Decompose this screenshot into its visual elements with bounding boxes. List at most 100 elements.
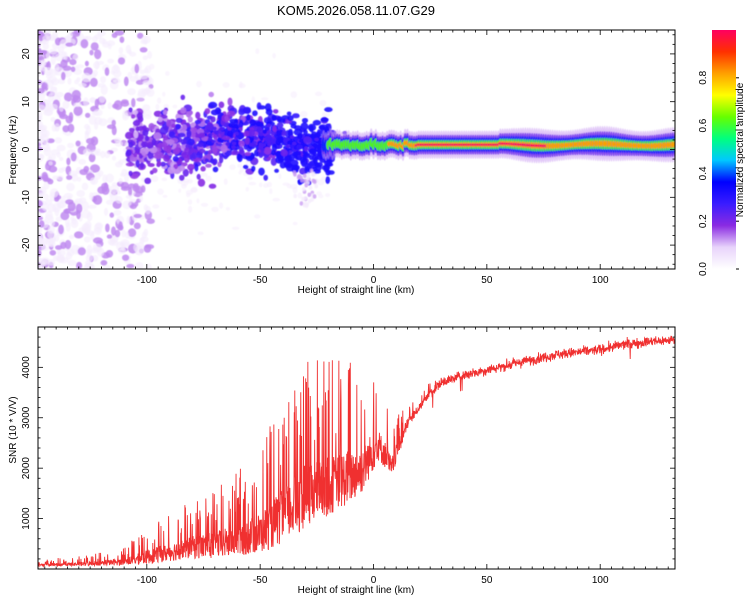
spectrogram-cell — [132, 185, 140, 192]
spectrogram-cell — [143, 244, 152, 253]
spectrogram-cell — [244, 137, 250, 145]
spectrogram-cell — [147, 50, 153, 59]
spectrogram-cell — [94, 98, 99, 109]
spectrogram-cell — [271, 115, 278, 121]
spectrogram-cell — [94, 34, 102, 40]
spectrogram-cell — [245, 186, 249, 192]
spectrogram-cell — [89, 192, 94, 201]
spectrogram-cell — [133, 130, 139, 139]
spectrogram-cell — [212, 145, 218, 155]
spectrogram-cell — [211, 139, 216, 144]
y-tick-label: 4000 — [21, 356, 32, 379]
x-tick-label: -50 — [253, 575, 268, 586]
spectrogram-cell — [100, 150, 106, 159]
spectrogram-cell — [116, 215, 125, 225]
spectrogram-cell — [314, 137, 319, 142]
spectrogram-cell — [303, 136, 312, 145]
spectrogram-cell — [196, 151, 203, 160]
spectrogram-cell — [319, 100, 327, 107]
spectrogram-cell — [190, 187, 198, 193]
spectrogram-cell — [38, 91, 46, 101]
colorbar-tick-label: 0.6 — [698, 118, 709, 132]
spectrogram-cell — [68, 112, 74, 122]
spectrogram-cell — [311, 171, 316, 176]
spectrogram-cell — [140, 39, 148, 45]
spectrogram-cell — [78, 82, 87, 88]
spectrogram-cell — [147, 144, 154, 149]
spectrogram-cell — [214, 131, 219, 135]
spectrogram-x-axis: -100 -50 0 50 100 — [44, 30, 669, 286]
spectrogram-cell — [267, 140, 272, 144]
spectrogram-cell — [92, 243, 102, 252]
spectrogram-cell — [300, 178, 304, 183]
spectrogram-cell — [59, 39, 69, 49]
spectrogram-cell — [297, 133, 303, 140]
spectrogram-cell — [54, 63, 60, 72]
spectrogram-cell — [141, 151, 146, 156]
spectrogram-cell — [325, 193, 331, 198]
chart-title: KOM5.2026.058.11.07.G29 — [277, 3, 435, 18]
spectrogram-cell — [279, 156, 285, 162]
spectrogram-cell — [198, 148, 206, 154]
spectrogram-cell — [137, 32, 144, 39]
x-tick-label: -100 — [137, 275, 157, 286]
spectrogram-cell — [40, 246, 50, 251]
spectrogram-cell — [306, 175, 310, 181]
spectrogram-cell — [135, 262, 144, 269]
spectrogram-cell — [237, 154, 243, 163]
spectrogram-cell — [272, 125, 277, 133]
spectrogram-cell — [171, 123, 176, 128]
spectrogram-cell — [287, 115, 294, 122]
spectrogram-cell — [142, 55, 148, 60]
spectrogram-cell — [162, 91, 166, 97]
spectrogram-cell — [182, 168, 189, 177]
spectrogram-cell — [139, 162, 145, 169]
spectrogram-cell — [252, 140, 257, 145]
spectrogram-cell — [218, 155, 224, 164]
spectrogram-cell — [128, 170, 133, 177]
spectrogram-cell — [276, 130, 281, 136]
spectrogram-cell — [229, 164, 236, 171]
colorbar: 0.0 0.2 0.4 0.6 0.8 Normalized spectral ampl… — [698, 30, 746, 276]
spectrogram-cell — [226, 110, 236, 117]
spectrogram-cell — [208, 132, 213, 137]
spectrogram-cell — [71, 173, 79, 182]
spectrogram-cell — [175, 123, 181, 130]
spectrogram-cell — [239, 167, 245, 173]
spectrogram-cell — [255, 121, 264, 127]
spectrogram-cell — [38, 154, 42, 163]
x-tick-label: 100 — [592, 275, 609, 286]
x-tick-label: 0 — [371, 575, 377, 586]
spectrogram-cell — [303, 129, 308, 136]
spectrogram-cell — [125, 162, 135, 167]
spectrogram-cell — [313, 133, 320, 140]
spectrogram-cell — [127, 71, 133, 79]
spectrogram-cell — [320, 117, 329, 123]
spectrogram-cell — [204, 158, 209, 163]
spectrogram-cell — [45, 210, 53, 221]
spectrogram-cell — [143, 204, 148, 211]
spectrogram-cell — [128, 141, 134, 148]
spectrogram-cell — [90, 164, 100, 173]
spectrogram-cell — [263, 146, 272, 155]
spectrogram-cell — [142, 80, 152, 86]
spectrogram-cell — [93, 227, 102, 235]
spectrogram-cell — [163, 154, 170, 162]
spectrogram-cell — [309, 148, 317, 156]
spectrogram-cell — [243, 106, 251, 114]
spectrogram-cell — [54, 196, 60, 202]
spectrogram-cell — [139, 47, 148, 53]
spectrogram-cell — [231, 226, 240, 230]
spectrogram-cell — [157, 116, 163, 123]
spectrogram-cell — [180, 94, 186, 101]
spectrogram-cell — [47, 93, 54, 103]
spectrogram-cell — [48, 161, 53, 166]
y-tick-label: -20 — [21, 237, 32, 252]
spectrogram-xlabel: Height of straight line (km) — [298, 285, 415, 296]
spectrogram-cell — [239, 81, 243, 88]
spectrogram-cell — [194, 119, 202, 125]
spectrogram-cell — [124, 172, 130, 183]
spectrogram-cell — [159, 126, 169, 135]
spectrogram-cell — [120, 172, 126, 177]
spectrogram-cell — [85, 125, 91, 135]
